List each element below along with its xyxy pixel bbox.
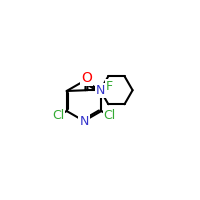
Text: Cl: Cl	[104, 109, 116, 122]
Text: N: N	[79, 115, 89, 128]
Text: F: F	[106, 80, 113, 93]
Text: O: O	[81, 71, 92, 85]
Text: N: N	[96, 84, 105, 97]
Text: Cl: Cl	[52, 109, 65, 122]
